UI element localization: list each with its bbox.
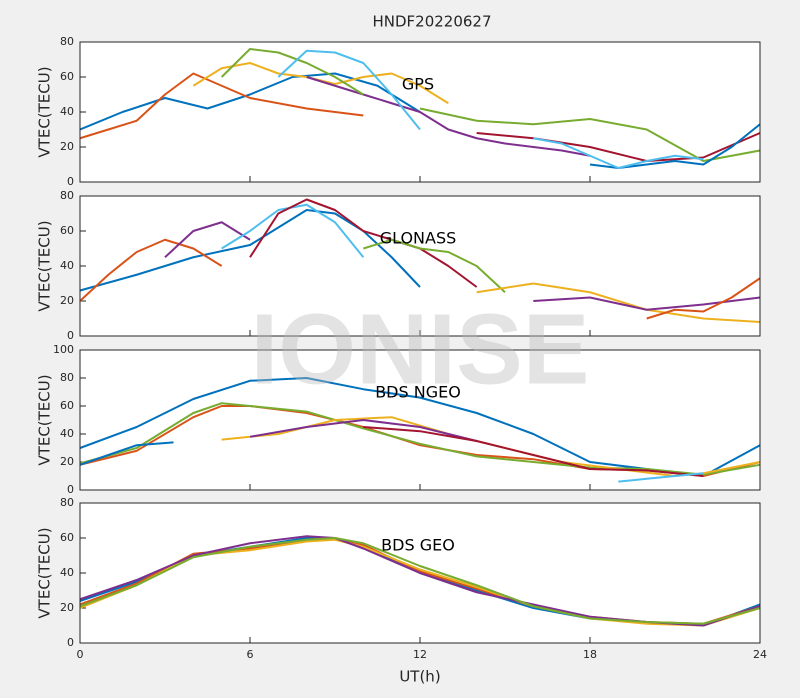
y-tick-label: 60 [60,224,74,237]
vtec-line [363,426,704,477]
vtec-line [618,472,704,483]
y-axis-label: VTEC(TECU) [36,374,54,465]
x-tick-label: 6 [247,648,254,661]
vtec-line [79,72,421,131]
y-tick-label: 0 [67,636,74,649]
series-group [79,198,761,323]
series-group [79,377,761,483]
x-tick-label: 24 [753,648,767,661]
vtec-line [249,198,478,288]
y-tick-label: 100 [53,343,74,356]
vtec-line [476,282,761,323]
vtec-line [79,537,761,625]
axes-box [79,502,761,644]
y-tick-label: 60 [60,531,74,544]
vtec-line [249,419,477,442]
vtec-line [164,221,251,258]
plot-area [80,196,760,336]
series-group [79,535,761,627]
y-tick-label: 20 [60,294,74,307]
y-tick-label: 20 [60,455,74,468]
y-axis-label: VTEC(TECU) [36,527,54,618]
y-axis-label: VTEC(TECU) [36,66,54,157]
vtec-line [306,76,591,157]
axes-box [79,349,761,491]
vtec-line [79,238,223,302]
vtec-line [220,48,364,96]
y-axis-label: VTEC(TECU) [36,220,54,311]
y-tick-label: 20 [60,140,74,153]
y-tick-label: 40 [60,566,74,579]
vtec-line [419,107,761,162]
series-group [79,48,761,169]
y-tick-label: 40 [60,259,74,272]
panel-annotation: GLONASS [380,229,457,248]
y-tick-label: 60 [60,70,74,83]
vtec-line [476,132,761,162]
vtec-line [646,277,761,320]
y-tick-label: 20 [60,601,74,614]
vtec-line [79,402,761,476]
y-tick-label: 60 [60,399,74,412]
panel-annotation: BDS GEO [381,536,455,555]
y-tick-label: 0 [67,175,74,188]
vtec-line [79,441,174,466]
vtec-line [79,72,364,140]
watermark: IONISE [251,293,590,405]
y-tick-label: 80 [60,496,74,509]
vtec-line [277,49,421,131]
y-tick-label: 40 [60,427,74,440]
x-tick-label: 0 [77,648,84,661]
y-tick-label: 80 [60,35,74,48]
plot-area [80,350,760,490]
y-tick-label: 0 [67,329,74,342]
vtec-line [533,137,704,169]
axes-box [79,195,761,337]
y-tick-label: 80 [60,189,74,202]
x-tick-label: 18 [583,648,597,661]
panel-annotation: GPS [402,75,434,94]
figure-title: HNDF20220627 [372,13,491,31]
y-tick-label: 0 [67,483,74,496]
axes-box [79,41,761,183]
vtec-line [363,238,506,293]
x-axis-label: UT(h) [399,668,440,686]
panel-annotation: BDS NGEO [375,383,461,402]
y-tick-label: 80 [60,371,74,384]
x-tick-label: 12 [413,648,427,661]
y-tick-label: 40 [60,105,74,118]
